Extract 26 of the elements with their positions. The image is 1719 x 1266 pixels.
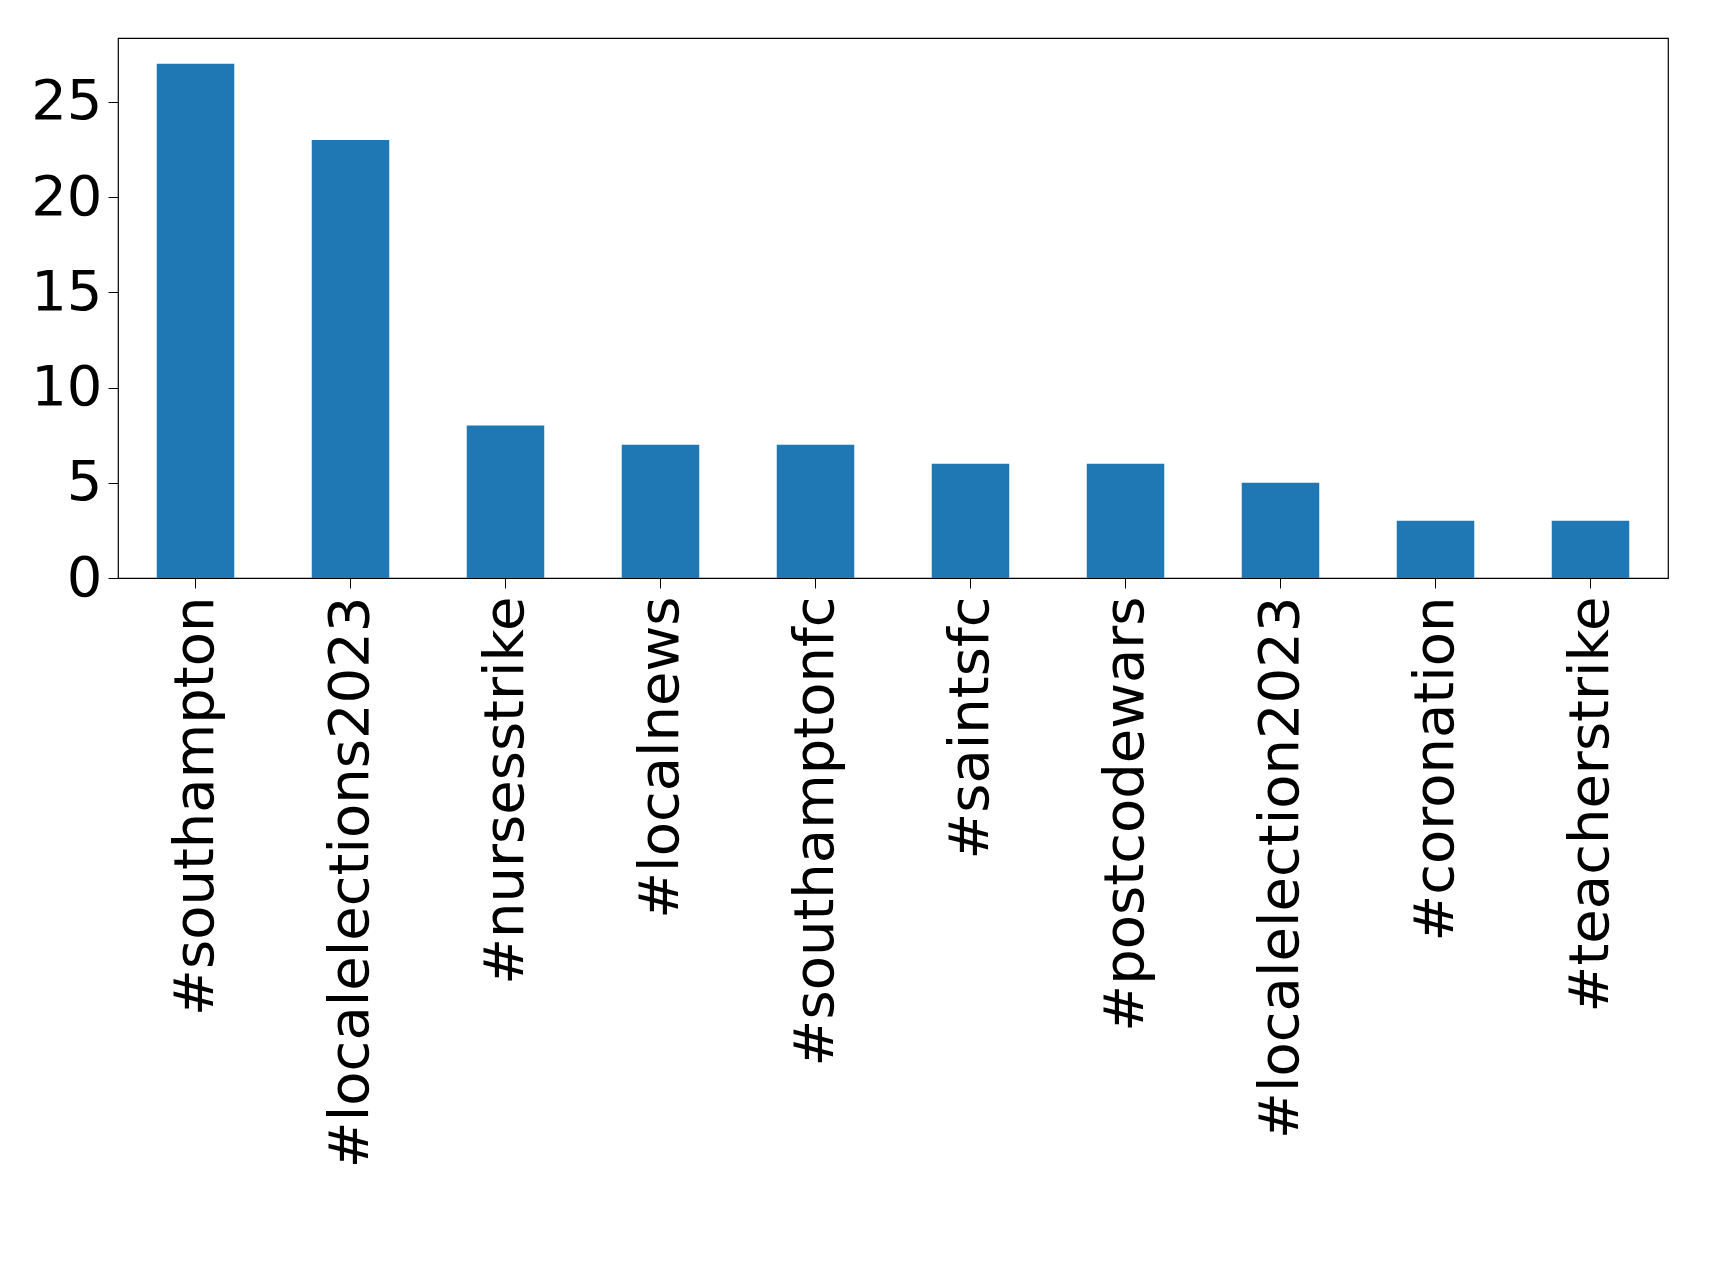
x-tick-label: #southampton: [160, 596, 226, 1016]
y-tick-label: 20: [31, 162, 103, 228]
x-tick-label: #postcodewars: [1090, 596, 1156, 1032]
y-tick-label: 25: [31, 67, 103, 133]
x-tick-label: #coronation: [1400, 596, 1466, 942]
bar: [621, 444, 700, 578]
bar: [1551, 520, 1630, 578]
bar: [311, 139, 390, 578]
bar: [466, 425, 545, 578]
x-tick-label: #saintsfc: [935, 596, 1001, 860]
bar: [1241, 482, 1320, 578]
y-tick-label: 15: [31, 257, 103, 323]
bar: [931, 463, 1010, 578]
x-tick-label: #localelection2023: [1245, 596, 1311, 1139]
bar: [156, 63, 235, 578]
x-tick-label: #teacherstrike: [1555, 596, 1621, 1013]
x-tick-label: #localelections2023: [315, 596, 381, 1169]
y-tick-label: 0: [66, 543, 103, 609]
bar: [1086, 463, 1165, 578]
y-tick-label: 5: [66, 448, 103, 514]
x-tick-label: #nursesstrike: [470, 596, 536, 985]
x-tick-label: #localnews: [625, 596, 691, 919]
y-tick-label: 10: [31, 353, 103, 419]
bar: [1396, 520, 1475, 578]
bar: [776, 444, 855, 578]
x-tick-label: #southamptonfc: [780, 596, 846, 1067]
